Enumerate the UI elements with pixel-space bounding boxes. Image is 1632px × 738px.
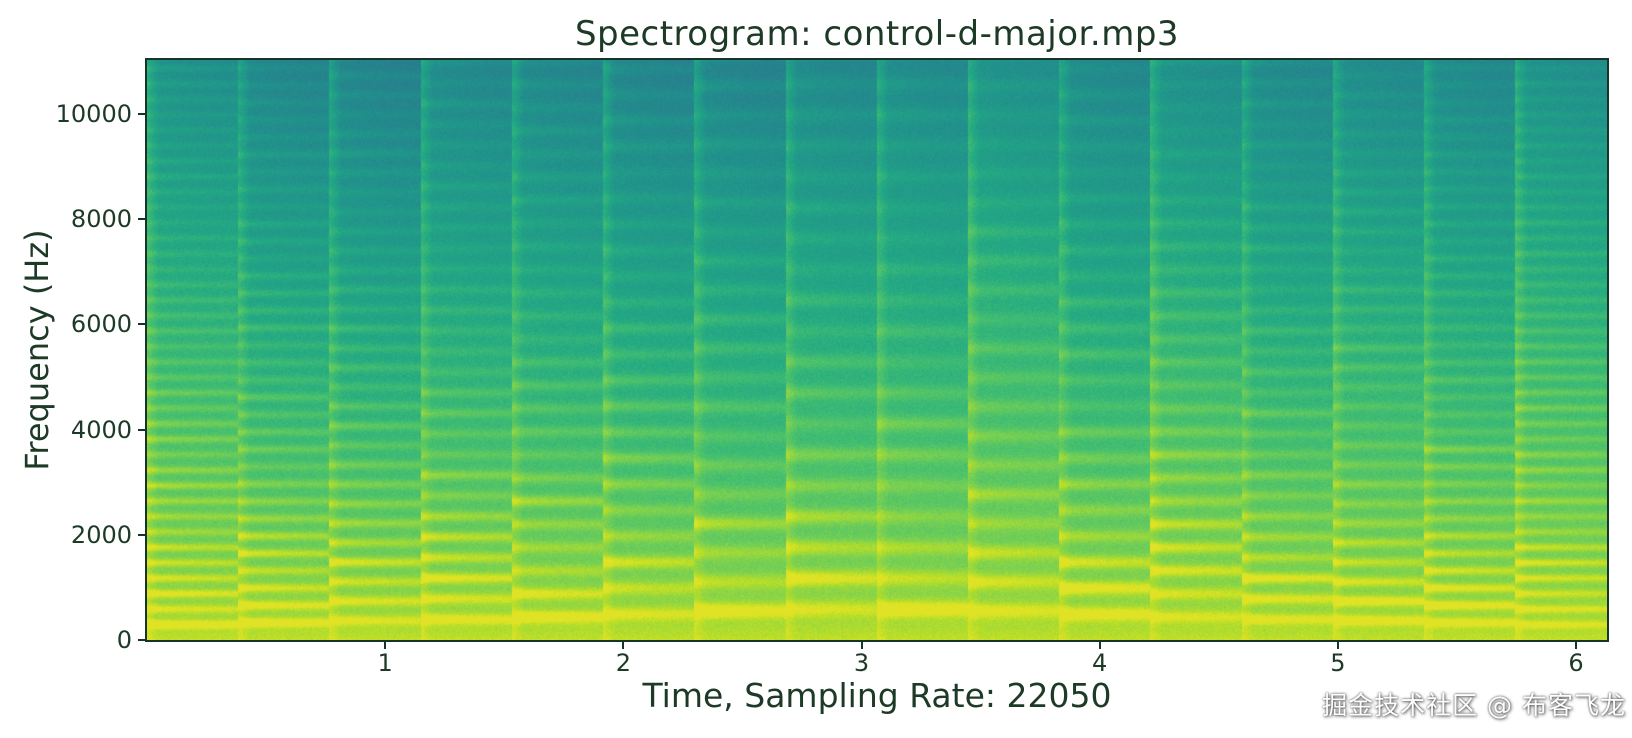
y-axis-label: Frequency (Hz)	[18, 229, 56, 471]
x-tick-label: 6	[1568, 649, 1584, 677]
chart-title: Spectrogram: control-d-major.mp3	[574, 14, 1180, 54]
x-tick-mark	[860, 642, 863, 649]
y-tick-mark	[138, 112, 145, 115]
y-tick-label: 4000	[70, 415, 132, 444]
y-tick-label: 2000	[70, 520, 132, 549]
watermark: 掘金技术社区 @ 布客飞龙	[1322, 691, 1626, 720]
x-tick-mark	[1336, 642, 1339, 649]
x-tick-label: 3	[853, 649, 870, 677]
x-tick-mark	[1098, 642, 1101, 649]
y-tick-label: 0	[116, 626, 132, 654]
y-tick-label: 6000	[70, 310, 132, 339]
y-tick-label: 10000	[55, 99, 132, 128]
x-tick-mark	[622, 642, 625, 649]
spectrogram-canvas	[147, 60, 1607, 640]
x-tick-label: 1	[377, 649, 393, 677]
x-tick-label: 4	[1092, 649, 1108, 677]
y-tick-mark	[138, 639, 145, 641]
y-tick-mark	[138, 428, 145, 431]
y-tick-label: 8000	[70, 205, 132, 234]
x-tick-mark	[1575, 642, 1578, 649]
plot-area	[145, 58, 1609, 642]
x-tick-mark	[384, 642, 387, 649]
x-tick-label: 5	[1330, 649, 1346, 677]
y-tick-mark	[138, 218, 145, 221]
y-tick-mark	[138, 533, 145, 536]
y-tick-mark	[138, 323, 145, 326]
x-tick-label: 2	[615, 649, 631, 677]
x-axis-label: Time, Sampling Rate: 22050	[642, 676, 1112, 715]
